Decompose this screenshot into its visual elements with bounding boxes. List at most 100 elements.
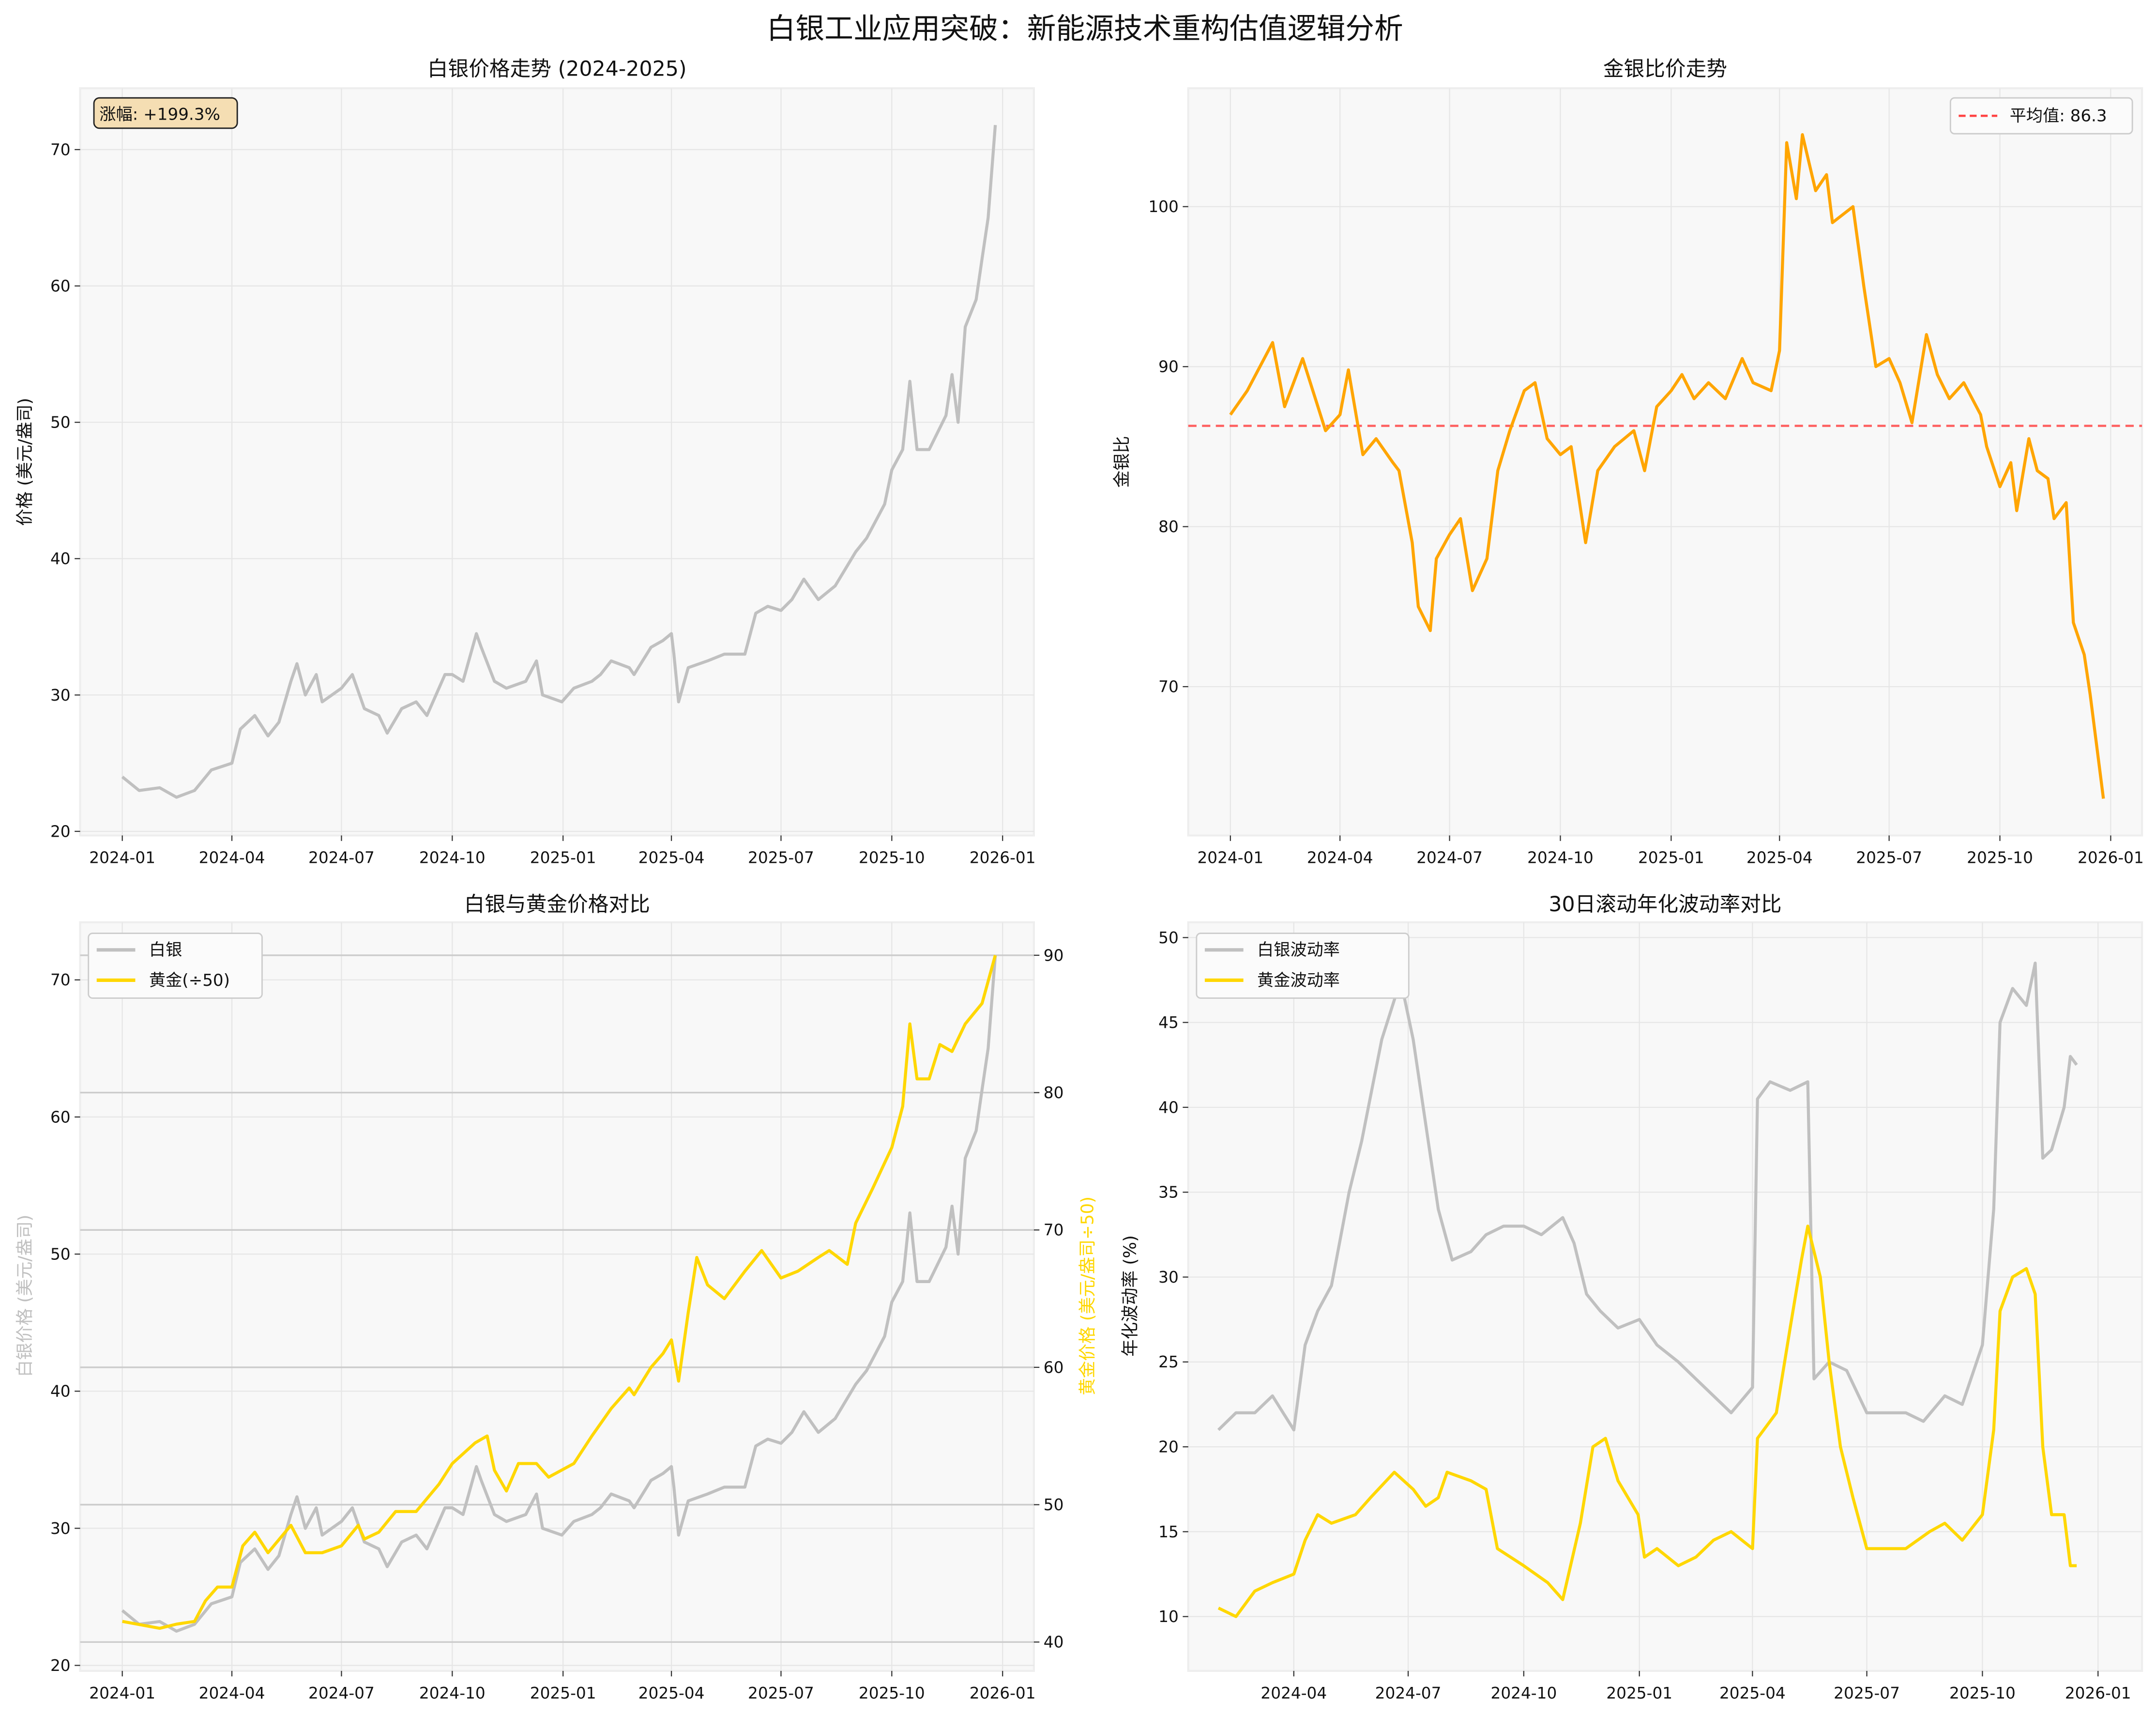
y-tick-label: 70 [50,971,71,989]
legend-label: 白银 [149,940,182,960]
x-tick-label: 2025-07 [748,1684,814,1702]
x-tick-label: 2024-07 [1416,848,1483,867]
legend: 平均值: 86.3 [1949,97,2133,135]
silver-price-panel: 白银价格走势 (2024-2025) 价格 (美元/盎司) 2024-01 202… [15,57,1036,867]
plot-area [79,87,1035,837]
y-tick-label: 70 [1158,678,1179,696]
series-line-0 [121,125,997,799]
y-tick-label: 60 [50,1108,71,1126]
x-tick-label: 2025-01 [1638,848,1704,867]
x-tick-label: 2025-01 [530,1684,596,1702]
panel-title: 白银价格走势 (2024-2025) [427,57,687,81]
legend-label: 黄金(÷50) [149,971,230,990]
x-tick-label: 2024-04 [199,848,265,867]
right-y-tick-label: 90 [1044,946,1064,965]
y-tick-label: 80 [1158,518,1179,536]
legend-label: 白银波动率 [1257,940,1340,960]
x-tick-label: 2025-07 [748,848,814,867]
x-tick-label: 2025-01 [530,848,596,867]
plot-area [79,921,1035,1672]
x-tick-label: 2024-07 [308,848,375,867]
y-tick-label: 20 [1158,1438,1179,1456]
x-tick-label: 2024-01 [89,848,155,867]
y-tick-label: 30 [50,686,71,704]
legend-box [1196,933,1410,999]
x-tick-label: 2026-01 [970,848,1036,867]
x-tick-label: 2025-07 [1834,1684,1900,1702]
x-tick-label: 2025-04 [1746,848,1813,867]
x-tick-label: 2025-10 [859,848,925,867]
x-tick-label: 2025-04 [1719,1684,1786,1702]
y-tick-label: 50 [50,413,71,432]
y-axis-label: 年化波动率 (%) [1121,1235,1140,1357]
x-tick-label: 2025-04 [638,848,705,867]
legend-box [1949,97,2133,135]
series-line-1 [122,955,997,1630]
y-tick-label: 20 [50,822,71,841]
x-tick-label: 2025-10 [859,1684,925,1702]
silver-gold-compare-panel: 白银与黄金价格对比 白银价格 (美元/盎司) 黄金价格 (美元/盎司÷50) 2… [15,892,1097,1702]
series-line-1 [1217,1225,2077,1618]
x-tick-label: 2025-01 [1606,1684,1672,1702]
y-tick-label: 40 [50,1382,71,1401]
y-tick-label: 15 [1158,1523,1179,1541]
x-tick-label: 2024-10 [419,1684,486,1702]
y-tick-label: 40 [50,550,71,568]
right-y-tick-label: 70 [1044,1221,1064,1240]
annotation-text: 涨幅: +199.3% [99,105,220,124]
x-tick-label: 2024-04 [199,1684,265,1702]
plot-area [1187,87,2143,837]
y-tick-label: 50 [50,1245,71,1263]
x-tick-label: 2025-07 [1856,848,1922,867]
x-tick-label: 2024-07 [308,1684,375,1702]
y-tick-label: 45 [1158,1013,1179,1032]
panel-title: 30日滚动年化波动率对比 [1549,892,1781,917]
x-tick-label: 2024-04 [1260,1684,1327,1702]
y-tick-label: 20 [50,1656,71,1675]
annotation-box [93,97,238,129]
plot-area [1187,921,2143,1672]
y-tick-label: 25 [1158,1353,1179,1371]
y-tick-label: 10 [1158,1608,1179,1626]
x-tick-label: 2025-10 [1967,848,2033,867]
right-y-tick-label: 80 [1044,1084,1064,1102]
x-tick-label: 2024-01 [89,1684,155,1702]
x-tick-label: 2024-10 [1491,1684,1557,1702]
x-tick-label: 2024-07 [1375,1684,1442,1702]
y-tick-label: 35 [1158,1183,1179,1202]
x-tick-label: 2025-04 [638,1684,705,1702]
y-tick-label: 30 [50,1519,71,1538]
y-tick-label: 100 [1148,198,1178,216]
legend-label: 平均值: 86.3 [2010,107,2107,126]
x-tick-label: 2024-10 [419,848,486,867]
right-y-tick-label: 50 [1044,1496,1064,1514]
y-tick-label: 30 [1158,1268,1179,1286]
right-y-tick-label: 40 [1044,1633,1064,1652]
y-tick-label: 90 [1158,358,1179,376]
y-tick-label: 40 [1158,1098,1179,1117]
panel-title: 白银与黄金价格对比 [464,892,650,917]
y-tick-label: 50 [1158,929,1179,947]
y-axis-label: 金银比 [1112,436,1132,488]
y-axis-label: 价格 (美元/盎司) [15,398,35,526]
x-tick-label: 2024-01 [1197,848,1263,867]
y-tick-label: 60 [50,277,71,295]
legend-label: 黄金波动率 [1257,971,1340,990]
x-tick-label: 2026-01 [2065,1684,2131,1702]
panel-title: 金银比价走势 [1603,57,1727,81]
x-tick-label: 2025-10 [1949,1684,2016,1702]
y-tick-label: 70 [50,140,71,159]
gold-silver-ratio-panel: 金银比价走势 金银比 2024-01 2024-04 2024-07 2024-10 2… [1112,57,2144,867]
figure-suptitle: 白银工业应用突破：新能源技术重构估值逻辑分析 [767,13,1403,46]
right-y-tick-label: 60 [1044,1358,1064,1377]
x-tick-label: 2026-01 [2078,848,2144,867]
volatility-panel: 30日滚动年化波动率对比 年化波动率 (%) 2024-04 2024-07 202… [1121,892,2143,1702]
x-tick-label: 2026-01 [970,1684,1036,1702]
series-line-0 [121,955,997,1633]
series-line-0 [1217,961,2078,1432]
y-axis-label-right: 黄金价格 (美元/盎司÷50) [1078,1196,1097,1395]
x-tick-label: 2024-10 [1527,848,1594,867]
x-tick-label: 2024-04 [1307,848,1373,867]
